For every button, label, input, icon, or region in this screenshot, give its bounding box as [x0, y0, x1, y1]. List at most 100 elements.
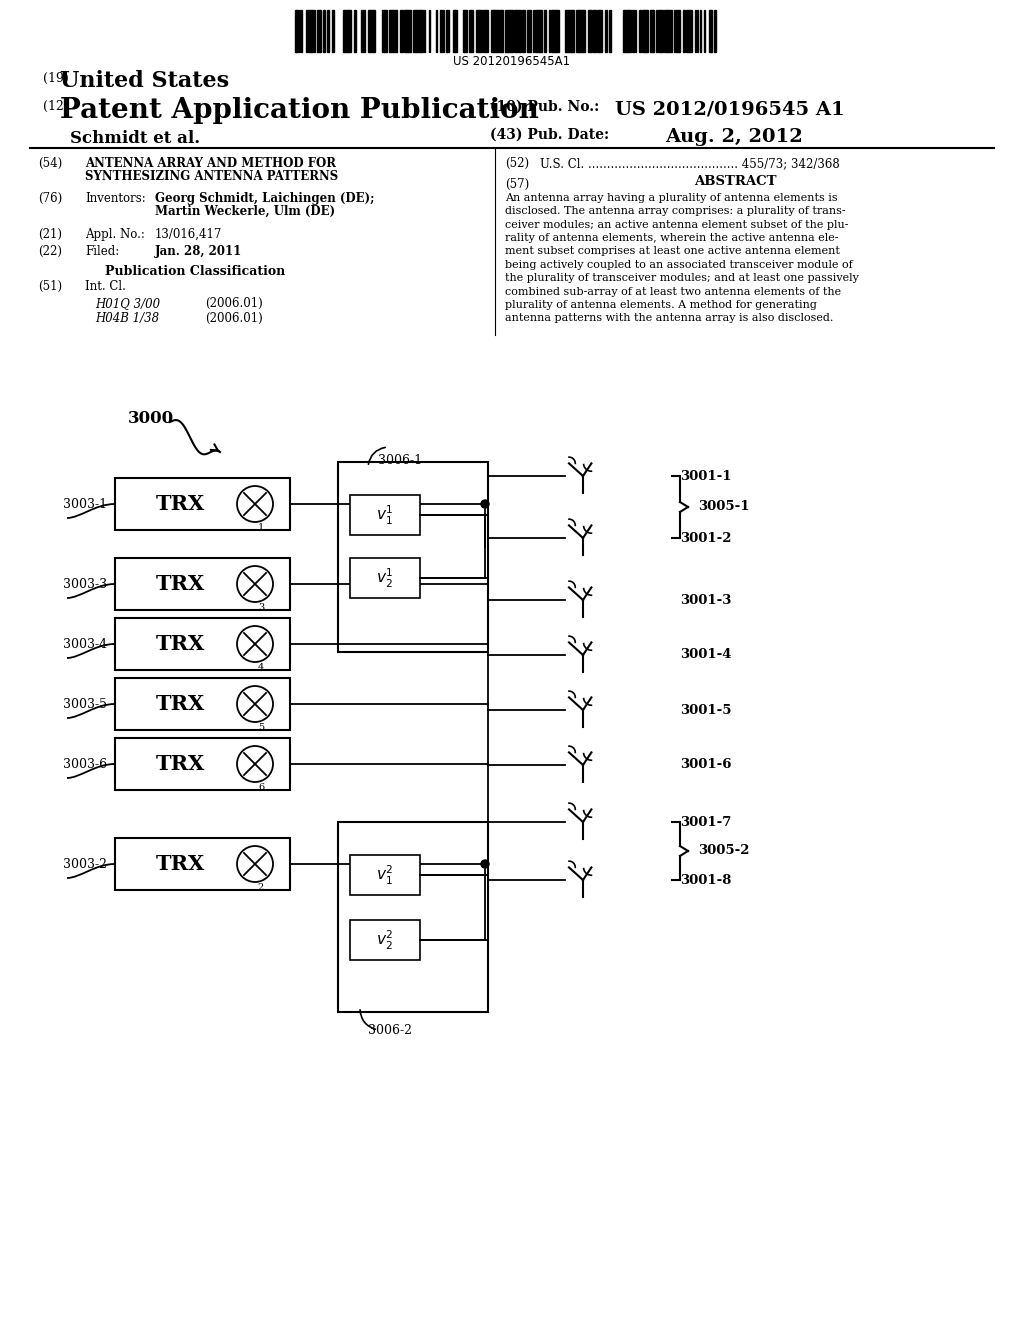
Text: 3001-1: 3001-1 [680, 470, 731, 483]
Bar [446, 11, 449, 51]
Text: Appl. No.:: Appl. No.: [85, 228, 144, 242]
Bar [659, 11, 662, 51]
Bar [465, 11, 467, 51]
Text: 3003-5: 3003-5 [63, 697, 106, 710]
Circle shape [237, 686, 273, 722]
Bar [714, 11, 716, 51]
Circle shape [481, 500, 489, 508]
Bar [115, 678, 290, 730]
Bar [483, 11, 485, 51]
Text: (57): (57) [505, 178, 529, 191]
Text: $v_2^1$: $v_2^1$ [376, 566, 394, 590]
Text: (76): (76) [38, 191, 62, 205]
Bar [307, 11, 309, 51]
Bar [115, 738, 290, 789]
Text: 2: 2 [258, 883, 264, 892]
Bar [522, 11, 525, 51]
Text: 3006-2: 3006-2 [368, 1024, 412, 1038]
Bar [538, 11, 540, 51]
Bar [597, 11, 599, 51]
Bar [575, 11, 578, 51]
Text: U.S. Cl. ........................................ 455/73; 342/368: U.S. Cl. ...............................… [540, 157, 840, 170]
Text: TRX: TRX [156, 694, 205, 714]
Bar [354, 11, 356, 51]
Text: (51): (51) [38, 280, 62, 293]
Bar [115, 618, 290, 671]
Bar [350, 558, 420, 598]
Text: TRX: TRX [156, 494, 205, 513]
Bar [572, 11, 574, 51]
Bar [383, 11, 386, 51]
Bar [368, 11, 370, 51]
Bar [689, 11, 691, 51]
Text: ABSTRACT: ABSTRACT [693, 176, 776, 187]
Text: Filed:: Filed: [85, 246, 119, 257]
Text: 3: 3 [258, 603, 264, 612]
Bar [629, 11, 631, 51]
Text: SYNTHESIZING ANTENNA PATTERNS: SYNTHESIZING ANTENNA PATTERNS [85, 170, 338, 183]
Text: Georg Schmidt, Laichingen (DE);: Georg Schmidt, Laichingen (DE); [155, 191, 375, 205]
Bar [686, 11, 689, 51]
Text: 3000: 3000 [128, 411, 174, 426]
Text: (12): (12) [43, 100, 69, 114]
Circle shape [237, 486, 273, 521]
Text: Patent Application Publication: Patent Application Publication [60, 96, 539, 124]
Text: 3006-1: 3006-1 [378, 454, 422, 467]
Text: 3005-1: 3005-1 [698, 500, 750, 513]
Bar [350, 855, 420, 895]
Text: 3001-4: 3001-4 [680, 648, 731, 661]
Bar [639, 11, 641, 51]
Bar [600, 11, 602, 51]
Text: Martin Weckerle, Ulm (DE): Martin Weckerle, Ulm (DE) [155, 205, 335, 218]
Text: (43) Pub. Date:: (43) Pub. Date: [490, 128, 609, 143]
Text: (10) Pub. No.:: (10) Pub. No.: [490, 100, 599, 114]
Text: 3001-3: 3001-3 [680, 594, 731, 606]
Text: US 20120196545A1: US 20120196545A1 [454, 55, 570, 69]
Bar [605, 11, 607, 51]
Text: 3001-5: 3001-5 [680, 704, 731, 717]
Text: 13/016,417: 13/016,417 [155, 228, 222, 242]
Text: Int. Cl.: Int. Cl. [85, 280, 126, 293]
Text: US 2012/0196545 A1: US 2012/0196545 A1 [615, 100, 845, 117]
Bar [338, 822, 488, 1012]
Circle shape [237, 846, 273, 882]
Text: H01Q 3/00: H01Q 3/00 [95, 297, 160, 310]
Bar [350, 495, 420, 535]
Bar [556, 11, 559, 51]
Text: (54): (54) [38, 157, 62, 170]
Text: H04B 1/38: H04B 1/38 [95, 312, 159, 325]
Text: 3003-3: 3003-3 [62, 578, 106, 590]
Bar [566, 11, 569, 51]
Text: 3003-4: 3003-4 [62, 638, 106, 651]
Bar [486, 11, 488, 51]
Bar [327, 11, 329, 51]
Bar [390, 11, 393, 51]
Bar [350, 920, 420, 960]
Text: 3003-2: 3003-2 [63, 858, 106, 870]
Text: Schmidt et al.: Schmidt et al. [70, 129, 200, 147]
Bar [317, 11, 319, 51]
Text: 6: 6 [258, 783, 264, 792]
Text: 3001-7: 3001-7 [680, 816, 731, 829]
Text: TRX: TRX [156, 634, 205, 653]
Bar [498, 11, 501, 51]
Bar [624, 11, 626, 51]
Bar [669, 11, 672, 51]
Bar [627, 11, 629, 51]
Text: Inventors:: Inventors: [85, 191, 145, 205]
Bar [344, 11, 346, 51]
Bar [407, 11, 409, 51]
Bar [540, 11, 542, 51]
Text: TRX: TRX [156, 754, 205, 774]
Circle shape [237, 566, 273, 602]
Bar [651, 11, 653, 51]
Text: (2006.01): (2006.01) [205, 312, 263, 325]
Text: Publication Classification: Publication Classification [105, 265, 286, 279]
Text: 1: 1 [258, 523, 264, 532]
Text: TRX: TRX [156, 574, 205, 594]
Text: 3001-2: 3001-2 [680, 532, 731, 544]
Bar [590, 11, 592, 51]
Bar [518, 11, 520, 51]
Text: 5: 5 [258, 723, 264, 733]
Text: (22): (22) [38, 246, 62, 257]
